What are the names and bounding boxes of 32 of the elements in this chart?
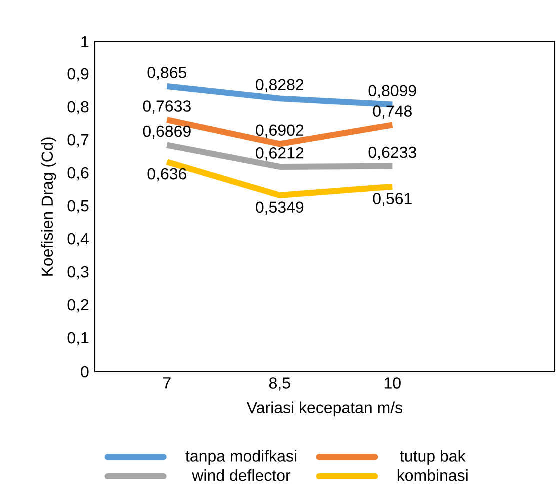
y-tick-label: 0,8 bbox=[68, 101, 89, 115]
y-tick-label: 0,1 bbox=[68, 332, 89, 346]
data-label: 0,7633 bbox=[143, 100, 191, 114]
legend-label: wind deflector bbox=[192, 470, 291, 482]
legend-label: tutup bak bbox=[400, 450, 466, 466]
y-tick-label: 0,5 bbox=[68, 200, 89, 214]
y-tick-label: 1 bbox=[82, 36, 89, 48]
y-tick-label: 0,4 bbox=[68, 233, 89, 247]
data-label: 0,6212 bbox=[256, 148, 304, 161]
x-tick-label: 8,5 bbox=[269, 378, 290, 391]
x-tick-label: 10 bbox=[384, 378, 401, 389]
x-tick-label: 7 bbox=[164, 378, 171, 389]
y-tick-label: 0,7 bbox=[68, 134, 89, 148]
data-label: 0,6869 bbox=[143, 126, 191, 140]
y-tick-label: 0 bbox=[81, 366, 89, 378]
x-axis-title: Variasi kecepatan m/s bbox=[246, 402, 402, 417]
y-tick-label: 0,2 bbox=[68, 299, 89, 313]
data-label: 0,636 bbox=[148, 168, 186, 182]
y-axis-title: Koefisien Drag (Cd) bbox=[41, 138, 56, 276]
data-label: 0,561 bbox=[373, 193, 412, 206]
data-label: 0,865 bbox=[148, 67, 186, 80]
data-label: 0,8099 bbox=[368, 85, 416, 98]
data-label: 0,8282 bbox=[256, 79, 304, 92]
y-tick-label: 0,9 bbox=[68, 68, 89, 82]
y-tick-label: 0,6 bbox=[68, 167, 89, 181]
legend-label: tanpa modifkasi bbox=[186, 450, 296, 466]
legend-label: kombinasi bbox=[398, 470, 468, 482]
data-label: 0,5349 bbox=[256, 202, 304, 215]
data-label: 0,748 bbox=[373, 106, 412, 119]
data-label: 0,6233 bbox=[368, 146, 416, 160]
data-label: 0,6902 bbox=[256, 124, 304, 138]
y-tick-label: 0,3 bbox=[68, 266, 89, 280]
